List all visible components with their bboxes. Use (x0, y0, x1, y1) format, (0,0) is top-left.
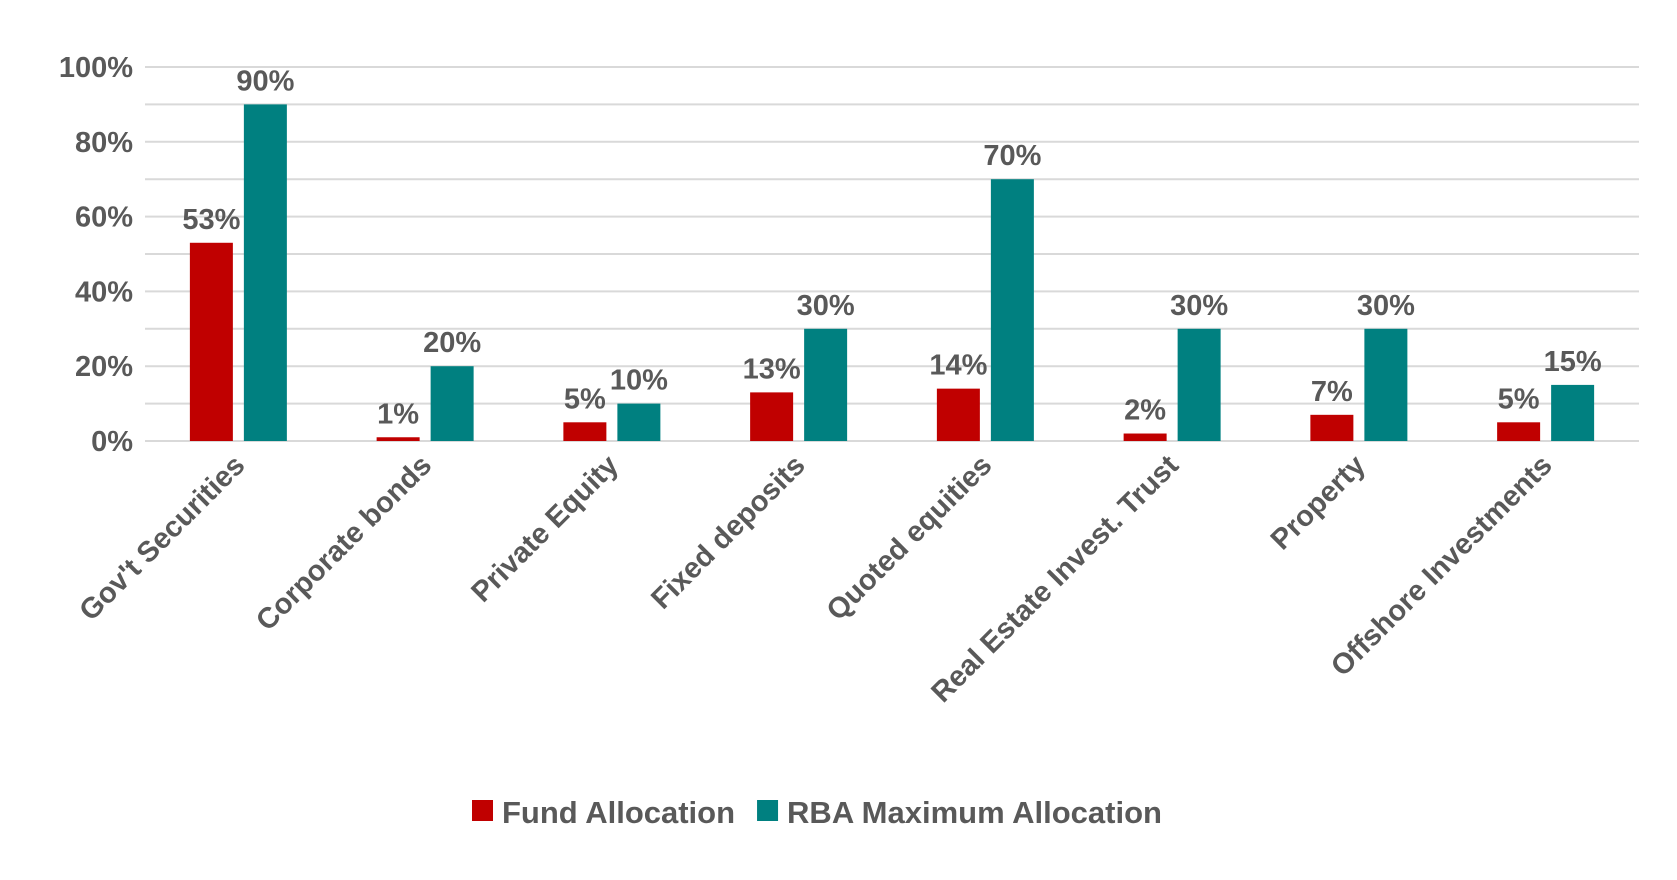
x-tick-label: Private Equity (465, 449, 624, 608)
bar-rba (1364, 328, 1408, 441)
bar-fund (189, 242, 233, 441)
x-tick-label: Gov't Securities (73, 449, 251, 627)
data-label: 20% (423, 327, 481, 359)
y-tick-label: 40% (75, 276, 133, 308)
y-tick-label: 60% (75, 202, 133, 234)
x-tick-label: Quoted equities (821, 449, 999, 627)
data-label: 70% (983, 140, 1041, 172)
data-label: 5% (1498, 383, 1540, 415)
bar-rba (430, 366, 474, 441)
legend-swatch (472, 800, 493, 821)
y-tick-label: 0% (91, 426, 133, 458)
bar-fund (563, 422, 607, 441)
x-tick-label: Corporate bonds (250, 449, 438, 637)
x-tick-label: Offshore Investments (1325, 449, 1558, 682)
data-label: 7% (1311, 376, 1353, 408)
data-label: 53% (182, 204, 240, 236)
bar-fund (376, 437, 420, 441)
data-label: 5% (564, 383, 606, 415)
bar-fund (1123, 433, 1167, 441)
data-label: 30% (1357, 290, 1415, 322)
data-label: 30% (1170, 290, 1228, 322)
bar-rba (617, 403, 661, 441)
bar-rba (804, 328, 848, 441)
x-tick-label: Property (1265, 449, 1372, 556)
bar-fund (1310, 414, 1354, 441)
data-label: 90% (236, 65, 294, 97)
data-label: 30% (797, 290, 855, 322)
x-tick-label: Fixed deposits (645, 449, 811, 615)
legend-label: Fund Allocation (502, 795, 735, 830)
data-label: 14% (929, 350, 987, 382)
bar-rba (1177, 328, 1221, 441)
y-tick-label: 80% (75, 127, 133, 159)
bar-rba (1551, 384, 1595, 441)
legend-label: RBA Maximum Allocation (787, 795, 1162, 830)
bar-rba (990, 179, 1034, 441)
bar-fund (750, 392, 794, 441)
data-label: 13% (743, 353, 801, 385)
y-tick-label: 20% (75, 351, 133, 383)
data-label: 10% (610, 365, 668, 397)
bar-rba (243, 104, 287, 442)
data-label: 15% (1544, 346, 1602, 378)
legend-swatch (757, 800, 779, 821)
bar-fund (936, 388, 980, 441)
bar-fund (1497, 422, 1541, 441)
data-label: 1% (377, 398, 419, 430)
data-label: 2% (1124, 395, 1166, 427)
y-tick-label: 100% (59, 52, 133, 84)
